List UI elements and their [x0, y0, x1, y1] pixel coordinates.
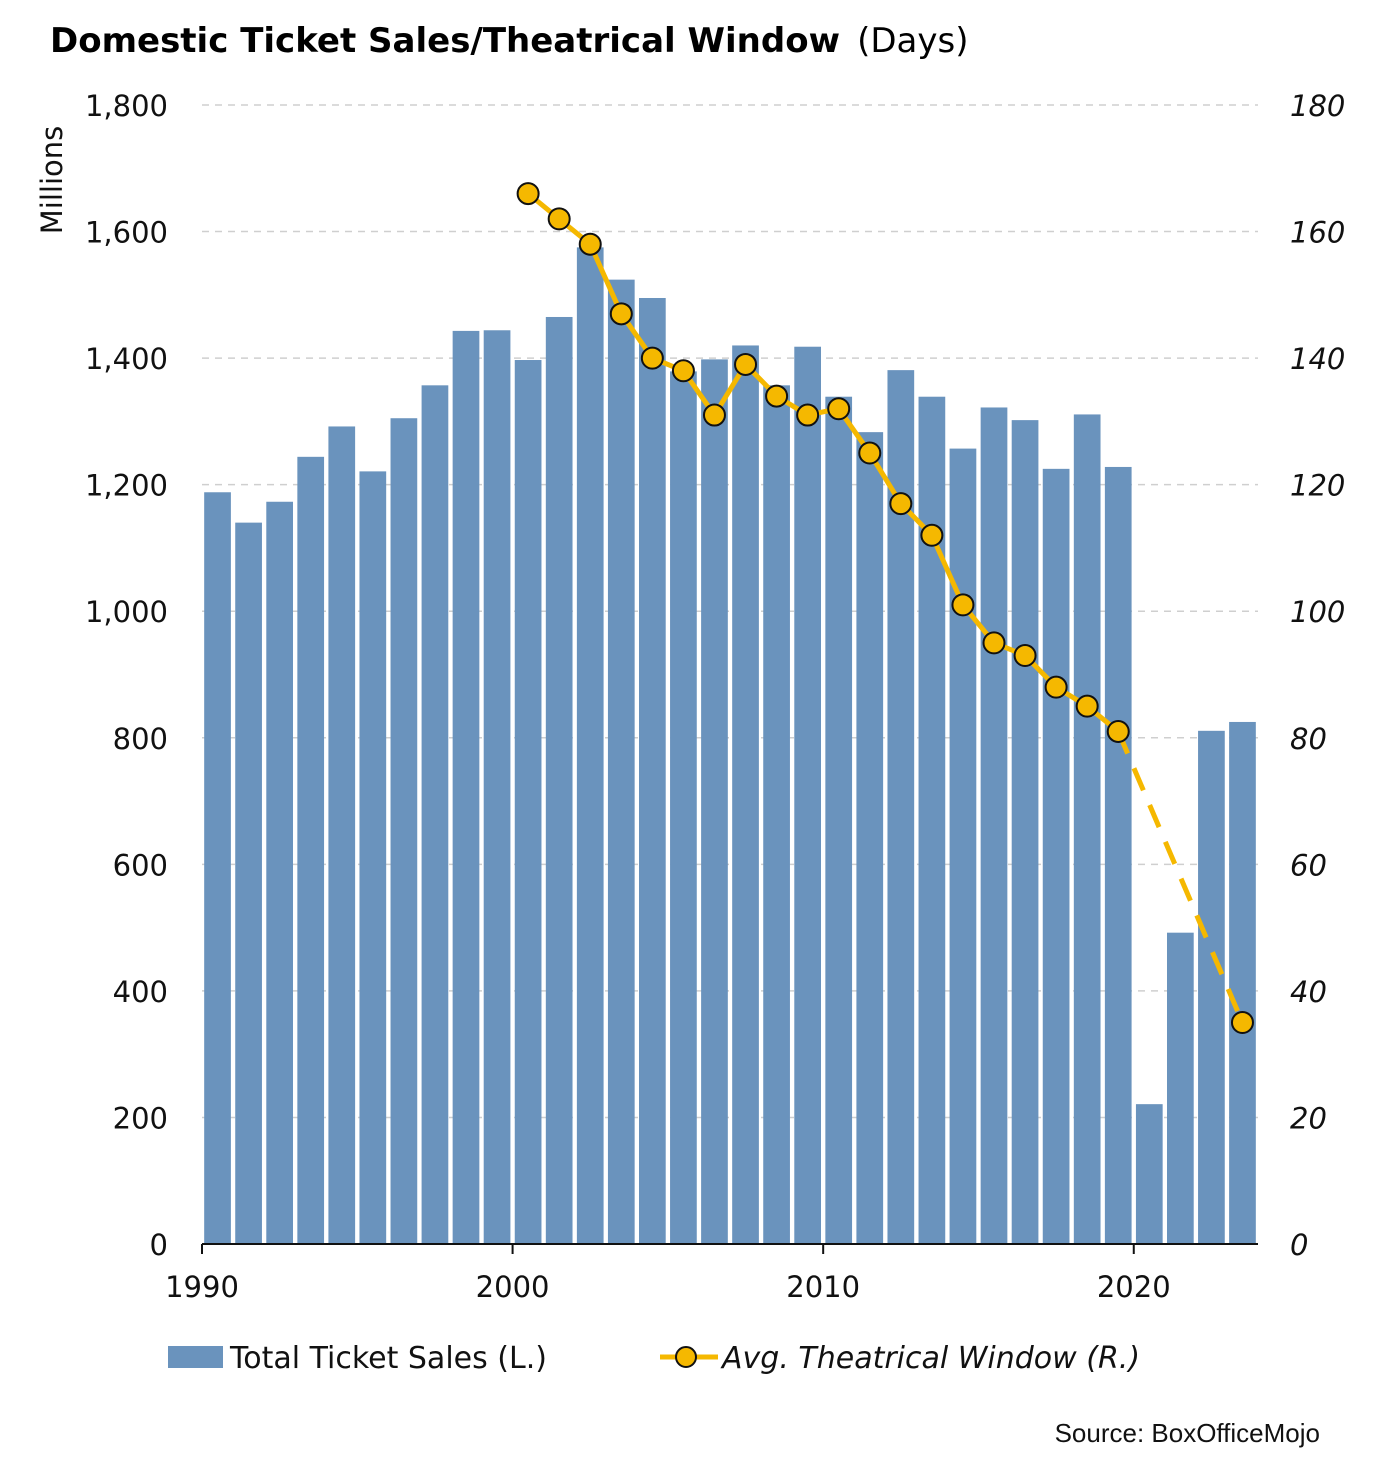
- line-marker: [1013, 644, 1037, 668]
- y2-tick-label: 60: [1290, 848, 1327, 882]
- bar-series: [204, 247, 1256, 1245]
- line-marker: [951, 593, 975, 617]
- x-tick-label: 1990: [165, 1270, 239, 1304]
- bar: [1011, 420, 1039, 1245]
- legend-label-theatrical-window: Avg. Theatrical Window (R.): [720, 1341, 1140, 1376]
- line-dashed: [1115, 730, 1245, 1024]
- y2-tick-label: 20: [1290, 1101, 1327, 1135]
- y-tick-label: 0: [150, 1228, 168, 1262]
- bar: [328, 426, 356, 1244]
- bar: [235, 522, 262, 1244]
- line-marker: [1044, 675, 1068, 699]
- y-tick-label: 1,200: [85, 469, 168, 503]
- bar: [1042, 468, 1070, 1244]
- line-marker: [702, 403, 726, 427]
- bar: [545, 316, 573, 1244]
- bar: [638, 297, 666, 1245]
- bar: [452, 330, 480, 1244]
- legend: Total Ticket Sales (L.) Avg. Theatrical …: [168, 1341, 1140, 1376]
- line-series: [516, 182, 1254, 1035]
- x-tick-label: 2000: [476, 1270, 550, 1304]
- y-tick-label: 1,000: [85, 595, 168, 629]
- line-marker: [858, 441, 882, 465]
- bar: [359, 471, 387, 1245]
- y2-tick-label: 160: [1290, 216, 1345, 250]
- y2-tick-label: 120: [1290, 469, 1345, 503]
- y-tick-label: 400: [113, 975, 168, 1009]
- line-marker: [982, 631, 1006, 655]
- y-tick-label: 1,600: [85, 216, 168, 250]
- bar: [1229, 721, 1256, 1244]
- bar: [1198, 730, 1225, 1244]
- y-tick-label: 800: [113, 722, 168, 756]
- line-marker: [640, 346, 664, 370]
- chart-title-suffix: (Days): [857, 21, 968, 61]
- bar: [856, 432, 884, 1244]
- legend-marker-swatch: [675, 1346, 697, 1368]
- y2-tick-label: 80: [1290, 722, 1327, 756]
- bar: [576, 247, 604, 1244]
- source-note: Source: BoxOfficeMojo: [1055, 1418, 1320, 1448]
- line-marker: [609, 302, 633, 326]
- chart-title: Domestic Ticket Sales/Theatrical Window …: [50, 21, 968, 61]
- y2-tick-label: 180: [1290, 89, 1345, 123]
- y-tick-label: 200: [113, 1101, 168, 1135]
- y-tick-label: 1,800: [85, 89, 168, 123]
- y-axis-label: Millions: [35, 126, 69, 234]
- bar: [825, 396, 853, 1244]
- bar: [390, 418, 418, 1245]
- line-marker: [920, 523, 944, 547]
- line-marker: [765, 384, 789, 408]
- bar: [732, 345, 759, 1244]
- bar: [763, 385, 790, 1244]
- axes: 0 0 200 20 400 40 600 60 800 80 1,000 100 1,200 120 1,…: [85, 89, 1345, 1304]
- line-marker: [516, 182, 540, 206]
- bar: [297, 456, 325, 1244]
- line-marker: [547, 207, 571, 231]
- bar: [1135, 1104, 1163, 1244]
- bar: [514, 360, 542, 1245]
- line-marker: [671, 359, 695, 383]
- x-tick-label: 2020: [1097, 1270, 1171, 1304]
- bar: [949, 448, 977, 1244]
- bar: [1073, 414, 1101, 1244]
- legend-label-ticket-sales: Total Ticket Sales (L.): [229, 1341, 547, 1376]
- line-marker: [796, 403, 820, 427]
- legend-bar-swatch: [168, 1346, 223, 1368]
- line-marker: [889, 492, 913, 516]
- x-tick-label: 2010: [786, 1270, 860, 1304]
- line-marker: [578, 232, 602, 256]
- bar: [980, 407, 1008, 1244]
- line-marker: [1106, 719, 1130, 743]
- line-marker: [1075, 694, 1099, 718]
- bar: [607, 279, 635, 1244]
- bar: [1104, 466, 1132, 1245]
- bar: [701, 359, 728, 1244]
- y-tick-label: 600: [113, 848, 168, 882]
- bar: [794, 346, 822, 1245]
- y-tick-label: 1,400: [85, 342, 168, 376]
- bar: [1166, 932, 1194, 1244]
- y2-tick-label: 0: [1290, 1228, 1308, 1262]
- bar: [421, 385, 449, 1244]
- bar: [204, 492, 231, 1244]
- y2-tick-label: 140: [1290, 342, 1345, 376]
- chart-title-main: Domestic Ticket Sales/Theatrical Window: [50, 21, 840, 61]
- bar: [670, 371, 697, 1245]
- line-marker: [1230, 1011, 1254, 1035]
- bar: [266, 501, 294, 1244]
- line-marker: [734, 352, 758, 376]
- y2-tick-label: 100: [1290, 595, 1345, 629]
- y2-tick-label: 40: [1290, 975, 1327, 1009]
- line-marker: [827, 397, 851, 421]
- bar: [483, 330, 511, 1244]
